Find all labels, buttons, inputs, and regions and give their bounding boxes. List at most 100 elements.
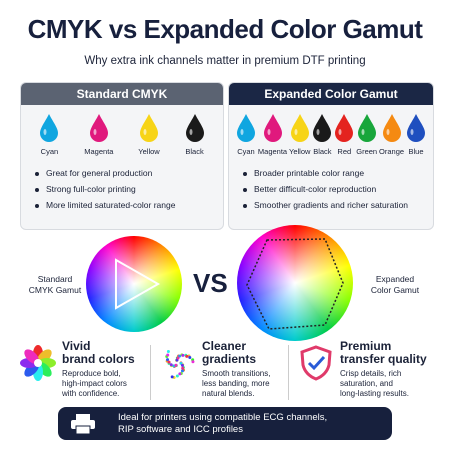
- dot: [191, 360, 195, 364]
- bullets: Broader printable color range Better diff…: [243, 168, 433, 210]
- label-line: CMYK Gamut: [28, 285, 82, 295]
- dot: [185, 354, 189, 358]
- drop-shine: [43, 129, 47, 135]
- gamut-label: Expanded Color Gamut: [360, 274, 430, 296]
- feature: Cleaner gradients Smooth transitions, less …: [202, 340, 297, 399]
- footer-line: Ideal for printers using compatible ECG …: [118, 412, 328, 423]
- drop-shine: [316, 129, 320, 135]
- shield: [300, 345, 332, 381]
- dot: [169, 363, 173, 367]
- drop-shine: [143, 129, 147, 135]
- title-line: transfer quality: [340, 352, 427, 366]
- ink-name: Cyan: [237, 147, 255, 156]
- dot: [176, 356, 180, 360]
- feature-icon: [165, 349, 195, 379]
- vs: VS: [193, 268, 228, 298]
- text-line: high-impact colors: [62, 379, 127, 388]
- ink: Orange: [379, 113, 404, 156]
- ink-name: Blue: [408, 147, 424, 156]
- drop-shape: [357, 114, 376, 142]
- ink: Magenta: [84, 113, 113, 156]
- ink-name: Yellow: [289, 147, 311, 156]
- drop-shine: [189, 129, 193, 135]
- ink-drop: [290, 114, 309, 142]
- feature-text: Reproduce bold, high-impact colors with co…: [62, 369, 157, 399]
- gamut-outline: [115, 258, 161, 310]
- drop-shine: [338, 129, 342, 135]
- dot: [181, 353, 185, 357]
- text-line: Crisp details, rich: [340, 369, 402, 378]
- bullet: Better difficult-color reproduction: [243, 184, 433, 194]
- title-line: gradients: [202, 352, 257, 366]
- ink-name: Cyan: [40, 147, 59, 156]
- label-line: Standard: [37, 274, 73, 284]
- bullet: Smoother gradients and richer saturation: [243, 200, 433, 210]
- text-line: natural blends.: [202, 389, 255, 398]
- text-line: Smooth transitions,: [202, 369, 271, 378]
- ink-drop: [357, 114, 376, 142]
- panel: Standard CMYK Cyan Magenta Yellow Black Great…: [20, 82, 224, 230]
- feature-title: Premium transfer quality: [340, 340, 435, 366]
- feature-text: Crisp details, rich saturation, and long-l…: [340, 369, 435, 399]
- ink-row: Cyan Magenta Yellow Black Red Green Orange Blue: [229, 105, 433, 156]
- polygon: [246, 238, 344, 330]
- ink: Black: [312, 113, 332, 156]
- center: [34, 359, 42, 367]
- feature: Premium transfer quality Crisp details, ri…: [340, 340, 435, 399]
- title-line: Cleaner: [202, 339, 247, 353]
- text-line: long-lasting results.: [340, 389, 409, 398]
- ink-row: Cyan Magenta Yellow Black: [21, 105, 223, 156]
- gamut-outline: [246, 238, 344, 330]
- ink-drop: [236, 114, 255, 142]
- title-line: Premium: [340, 339, 392, 353]
- ink: Blue: [406, 113, 426, 156]
- ink: Magenta: [258, 113, 287, 156]
- text-line: Reproduce bold,: [62, 369, 121, 378]
- drop-shape: [313, 114, 332, 142]
- check: [307, 355, 326, 371]
- ink-name: Orange: [379, 147, 405, 156]
- footer-line: RIP software and ICC profiles: [118, 424, 243, 435]
- dot: [180, 369, 184, 373]
- ink-name: Green: [356, 147, 378, 156]
- feature-icon: [20, 345, 56, 381]
- footer-text: Ideal for printers using compatible ECG …: [118, 412, 327, 436]
- divider: [288, 345, 289, 400]
- drop-shape: [382, 114, 401, 142]
- footer: Ideal for printers using compatible ECG …: [58, 407, 392, 440]
- feature-title: Cleaner gradients: [202, 340, 297, 366]
- ink: Red: [334, 113, 354, 156]
- drop-shine: [386, 129, 390, 135]
- bullet: Broader printable color range: [243, 168, 433, 178]
- title: CMYK vs Expanded Color Gamut: [27, 14, 423, 44]
- ink: Yellow: [138, 113, 160, 156]
- feature-title: Vivid brand colors: [62, 340, 157, 366]
- drop-shine: [410, 129, 414, 135]
- ink: Cyan: [39, 113, 59, 156]
- printer-icon: [71, 414, 95, 435]
- dot: [170, 375, 174, 379]
- dot: [188, 356, 192, 360]
- bullet: More limited saturated-color range: [35, 200, 223, 210]
- panel: Expanded Color Gamut Cyan Magenta Yellow Bla…: [228, 82, 434, 230]
- drop-shape: [40, 114, 59, 142]
- subtitle: Why extra ink channels matter in premium…: [84, 55, 366, 67]
- drop-shape: [290, 114, 309, 142]
- dot: [174, 363, 178, 367]
- drop-shape: [263, 114, 282, 142]
- ink-drop: [313, 114, 332, 142]
- bullet: Great for general production: [35, 168, 223, 178]
- ink: Black: [185, 113, 205, 156]
- drop-shape: [335, 114, 354, 142]
- ink-drop: [407, 114, 426, 142]
- panel-title: Standard CMYK: [21, 83, 223, 105]
- ink-drop: [335, 114, 354, 142]
- drop-shine: [267, 129, 270, 135]
- ink: Green: [356, 113, 377, 156]
- feature-text: Smooth transitions, less banding, more nat…: [202, 369, 297, 399]
- drop-shape: [236, 114, 255, 142]
- gamut-wheel: [86, 236, 182, 332]
- feature: Vivid brand colors Reproduce bold, high-imp…: [62, 340, 157, 399]
- drop-shine: [240, 129, 244, 135]
